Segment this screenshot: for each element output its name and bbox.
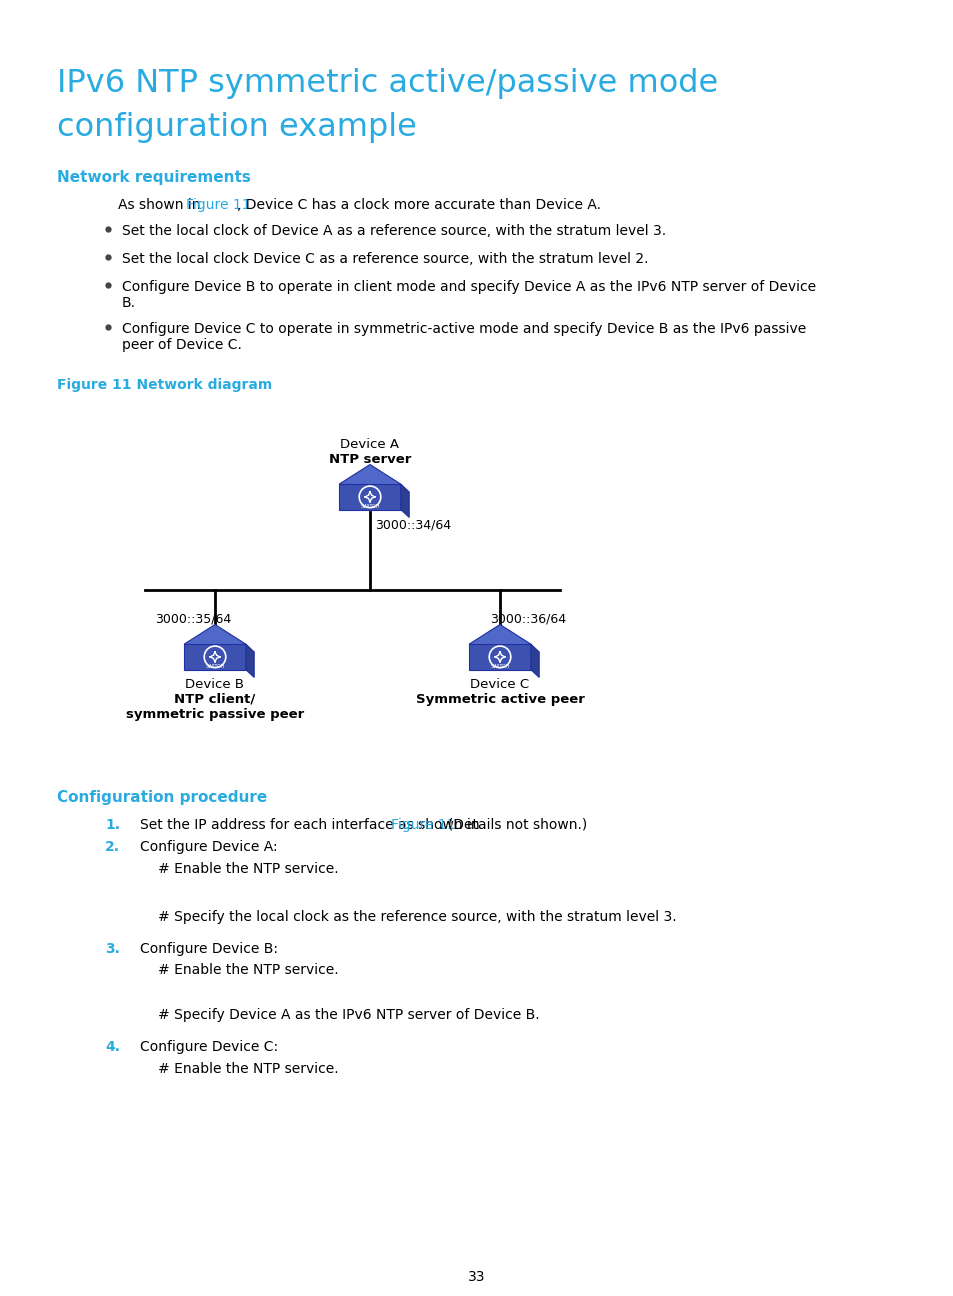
Text: Symmetric active peer: Symmetric active peer <box>416 693 584 706</box>
Text: 1.: 1. <box>105 818 120 832</box>
Text: Set the IP address for each interface as shown in: Set the IP address for each interface as… <box>140 818 483 832</box>
Text: 3000::35/64: 3000::35/64 <box>154 612 231 625</box>
Polygon shape <box>469 625 530 658</box>
Text: SWITCH: SWITCH <box>490 664 509 669</box>
Text: Configure Device C to operate in symmetric-active mode and specify Device B as t: Configure Device C to operate in symmetr… <box>122 321 805 353</box>
Text: Figure 11: Figure 11 <box>186 198 251 213</box>
Text: IPv6 NTP symmetric active/passive mode: IPv6 NTP symmetric active/passive mode <box>57 67 718 98</box>
Text: configuration example: configuration example <box>57 111 416 143</box>
Text: 2.: 2. <box>105 840 120 854</box>
Polygon shape <box>469 644 530 670</box>
Text: Device B: Device B <box>185 678 244 691</box>
Text: Device A: Device A <box>340 438 399 451</box>
Text: Configuration procedure: Configuration procedure <box>57 791 267 805</box>
Polygon shape <box>184 644 246 670</box>
Text: , Device C has a clock more accurate than Device A.: , Device C has a clock more accurate tha… <box>236 198 600 213</box>
Text: Set the local clock Device C as a reference source, with the stratum level 2.: Set the local clock Device C as a refere… <box>122 251 648 266</box>
Text: # Enable the NTP service.: # Enable the NTP service. <box>158 963 338 977</box>
Text: 4.: 4. <box>105 1039 120 1054</box>
Text: # Enable the NTP service.: # Enable the NTP service. <box>158 1061 338 1076</box>
Text: Network requirements: Network requirements <box>57 170 251 185</box>
Text: Set the local clock of Device A as a reference source, with the stratum level 3.: Set the local clock of Device A as a ref… <box>122 224 665 238</box>
Text: 33: 33 <box>468 1270 485 1284</box>
Polygon shape <box>530 644 538 678</box>
Text: Figure 11 Network diagram: Figure 11 Network diagram <box>57 378 272 391</box>
Polygon shape <box>246 644 253 678</box>
Text: . (Details not shown.): . (Details not shown.) <box>438 818 587 832</box>
Polygon shape <box>400 485 409 517</box>
Text: 3000::36/64: 3000::36/64 <box>490 612 565 625</box>
Text: 3.: 3. <box>105 942 120 956</box>
Text: SWITCH: SWITCH <box>360 504 379 508</box>
Text: Configure Device B to operate in client mode and specify Device A as the IPv6 NT: Configure Device B to operate in client … <box>122 280 815 310</box>
Text: symmetric passive peer: symmetric passive peer <box>126 708 304 721</box>
Text: 3000::34/64: 3000::34/64 <box>375 518 451 531</box>
Polygon shape <box>339 485 400 509</box>
Text: Configure Device B:: Configure Device B: <box>140 942 277 956</box>
Polygon shape <box>339 464 400 498</box>
Text: Configure Device A:: Configure Device A: <box>140 840 277 854</box>
Text: Device C: Device C <box>470 678 529 691</box>
Text: # Specify Device A as the IPv6 NTP server of Device B.: # Specify Device A as the IPv6 NTP serve… <box>158 1008 539 1023</box>
Text: # Specify the local clock as the reference source, with the stratum level 3.: # Specify the local clock as the referen… <box>158 910 676 924</box>
Text: As shown in: As shown in <box>118 198 205 213</box>
Text: NTP client/: NTP client/ <box>174 693 255 706</box>
Text: # Enable the NTP service.: # Enable the NTP service. <box>158 862 338 876</box>
Text: NTP server: NTP server <box>329 454 411 467</box>
Polygon shape <box>184 625 246 658</box>
Text: Configure Device C:: Configure Device C: <box>140 1039 278 1054</box>
Text: SWITCH: SWITCH <box>205 664 225 669</box>
Text: Figure 11: Figure 11 <box>391 818 456 832</box>
